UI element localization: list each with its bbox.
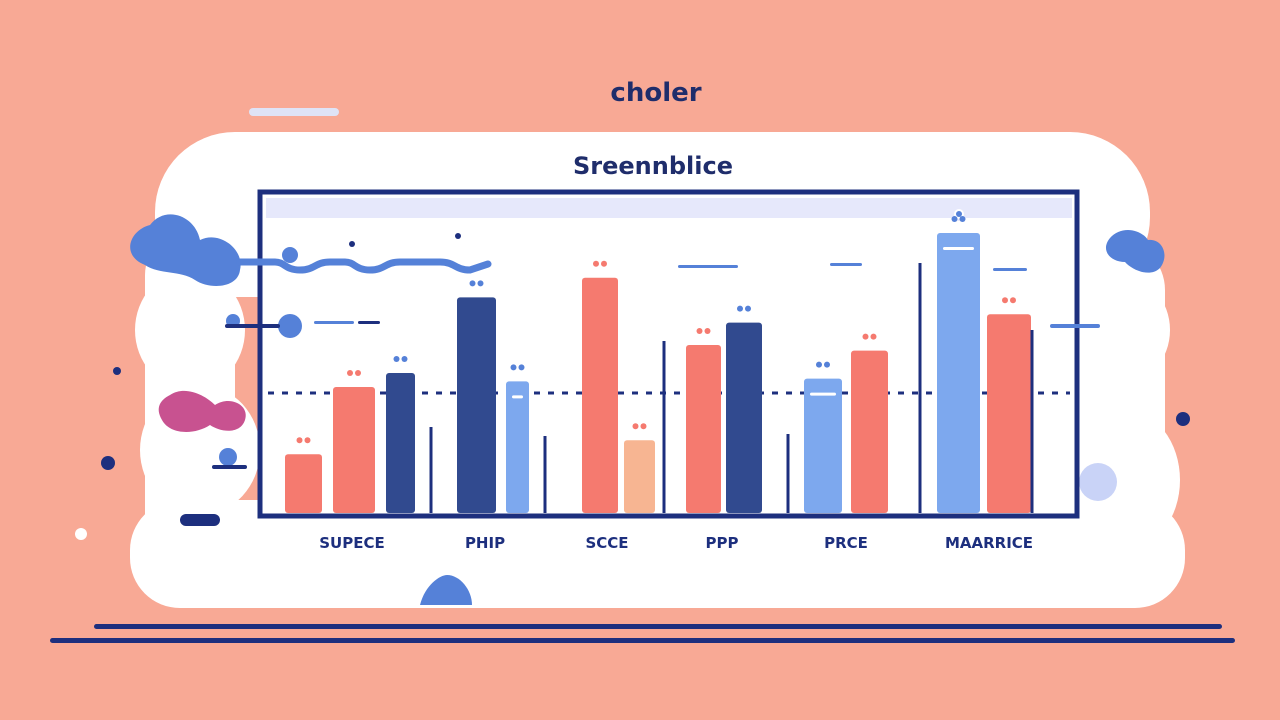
bar-marker-dot [296, 437, 303, 444]
dash [993, 268, 1027, 271]
navy-dot [101, 456, 115, 470]
bar-marker-dot [824, 361, 830, 368]
plot-area: SUPECE PHIP SCCE PPP PRCE MAARRICE [285, 216, 1034, 552]
blue-dot [219, 448, 237, 466]
bar-ppp-1 [686, 345, 721, 513]
dash [212, 465, 247, 469]
bar-prce-1 [804, 378, 842, 513]
bar-marker-dot [1010, 297, 1016, 304]
bar-marker-dot [347, 370, 353, 376]
bar-marker-dot [951, 216, 958, 222]
bar-marker-dot [401, 356, 408, 362]
bar-maarrice-2 [987, 314, 1031, 513]
ground-line [94, 624, 1222, 629]
bar-marker-dot [355, 370, 361, 376]
bar-marker-dot [816, 361, 822, 368]
bar-marker-dot [640, 423, 647, 430]
bar-marker-dot [304, 437, 311, 444]
category-label: SUPECE [319, 534, 384, 552]
bar-marker-dot [632, 423, 639, 430]
blue-dome [420, 575, 472, 605]
blue-dot [282, 247, 298, 263]
blue-blob-left [130, 214, 241, 286]
pink-blob [158, 390, 246, 432]
bar-supece-3 [386, 373, 415, 513]
white-dot [75, 528, 87, 540]
navy-dot [113, 367, 121, 375]
bar-highlight [943, 247, 974, 250]
bar-marker-dot [959, 216, 966, 222]
bar-phip-1 [457, 297, 496, 513]
bar-scce-1 [582, 277, 618, 513]
blue-dot [278, 314, 302, 338]
navy-dot [1176, 412, 1190, 426]
bar-marker-dot [737, 305, 743, 312]
dash [358, 321, 380, 324]
brand-title: choler [610, 78, 701, 108]
ground-line [50, 638, 1235, 643]
navy-dot [349, 241, 355, 247]
bar-supece-1 [285, 454, 322, 513]
navy-dot [455, 233, 461, 239]
bar-marker-dot [696, 328, 703, 334]
bar-scce-2 [624, 440, 655, 513]
bar-marker-dot [518, 364, 525, 371]
bar-marker-dot [1002, 297, 1008, 304]
bar-marker-dot [870, 333, 877, 340]
bar-marker-dot [601, 260, 607, 267]
category-label: PRCE [824, 534, 868, 552]
dash [830, 263, 862, 266]
bar-supece-2 [333, 387, 375, 513]
bar-marker-dot [469, 280, 476, 287]
category-label: MAARRICE [945, 534, 1033, 552]
category-label: PPP [706, 534, 739, 552]
lavender-circle [1079, 463, 1117, 501]
pin-dot-center [956, 211, 962, 217]
dash [225, 324, 280, 328]
bar-highlight [512, 395, 523, 399]
header-underline [249, 108, 339, 116]
chart-header-strip [266, 198, 1072, 218]
dash [1050, 324, 1100, 328]
bar-marker-dot [477, 280, 484, 287]
blue-blob-right [1105, 229, 1165, 273]
base-cap [180, 514, 220, 526]
bar-highlight [810, 392, 836, 396]
wave-line [236, 258, 492, 274]
bar-marker-dot [393, 356, 400, 362]
chart-title: Sreennblice [573, 152, 733, 180]
bar-marker-dot [593, 260, 599, 267]
bar-prce-2 [851, 350, 888, 513]
dash [314, 321, 354, 324]
bar-marker-dot [862, 333, 869, 340]
category-label: PHIP [465, 534, 505, 552]
bar-maarrice-1 [937, 233, 980, 513]
bar-marker-dot [704, 328, 711, 334]
bar-ppp-2 [726, 322, 762, 513]
category-label: SCCE [585, 534, 628, 552]
bar-marker-dot [745, 305, 751, 312]
bar-marker-dot [510, 364, 517, 371]
dash [678, 265, 738, 268]
bar-phip-2 [506, 381, 529, 513]
